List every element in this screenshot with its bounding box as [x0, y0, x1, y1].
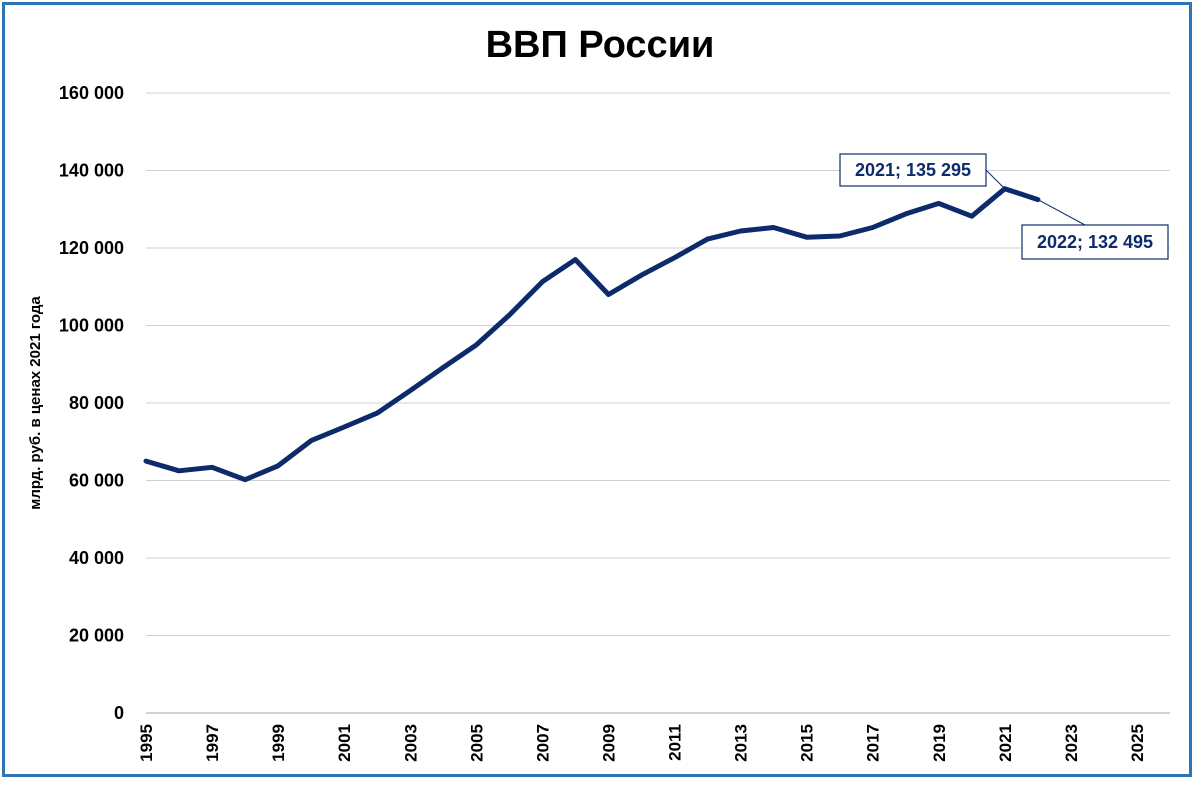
chart-title: ВВП России	[486, 24, 715, 66]
y-axis-ticks: 0 20 000 40 000 60 000 80 000 100 000 120 000 1…	[59, 83, 124, 723]
series-line	[143, 186, 1041, 483]
x-tick-label: 2017	[864, 724, 883, 762]
callout-box	[1021, 224, 1169, 260]
x-tick-label: 2005	[467, 724, 486, 762]
y-tick-label: 0	[114, 703, 124, 723]
callout-label: 2021; 135 295	[855, 160, 971, 180]
y-tick-label: 160 000	[59, 83, 124, 103]
x-tick-label: 2003	[401, 724, 420, 762]
x-tick-label: 1995	[137, 724, 156, 762]
x-tick-label: 2023	[1062, 724, 1081, 762]
y-tick-label: 100 000	[59, 316, 124, 336]
x-tick-label: 2015	[798, 724, 817, 762]
x-axis-ticks: 1995 1997 1999 2001 2003 2005 2007 2009 2011 2013…	[137, 724, 1147, 762]
x-tick-label: 2001	[335, 724, 354, 762]
y-tick-label: 140 000	[59, 161, 124, 181]
x-tick-label: 1997	[203, 724, 222, 762]
x-tick-label: 2021	[996, 724, 1015, 762]
series-layer	[143, 186, 1041, 483]
x-tick-label: 2007	[533, 724, 552, 762]
callout-box	[839, 153, 987, 187]
x-tick-label: 2025	[1128, 724, 1147, 762]
data-callout: 2022; 132 495	[1021, 199, 1169, 260]
callout-leader-line	[985, 169, 1006, 190]
data-callout: 2021; 135 295	[839, 153, 1006, 190]
y-axis-label: млрд. руб. в ценах 2021 года	[27, 296, 44, 510]
chart-frame	[2, 2, 1192, 777]
y-tick-label: 60 000	[69, 471, 124, 491]
annotations-layer: 2021; 135 295 2022; 132 495	[839, 153, 1169, 260]
x-tick-label: 2013	[732, 724, 751, 762]
callout-leader-line	[1037, 199, 1086, 226]
x-tick-label: 1999	[269, 724, 288, 762]
x-tick-label: 2009	[599, 724, 618, 762]
gridlines	[146, 92, 1170, 714]
y-tick-label: 40 000	[69, 548, 124, 568]
y-tick-label: 20 000	[69, 626, 124, 646]
callout-label: 2022; 132 495	[1037, 232, 1153, 252]
y-tick-label: 120 000	[59, 238, 124, 258]
x-tick-label: 2019	[930, 724, 949, 762]
x-tick-label: 2011	[666, 724, 685, 761]
y-tick-label: 80 000	[69, 393, 124, 413]
